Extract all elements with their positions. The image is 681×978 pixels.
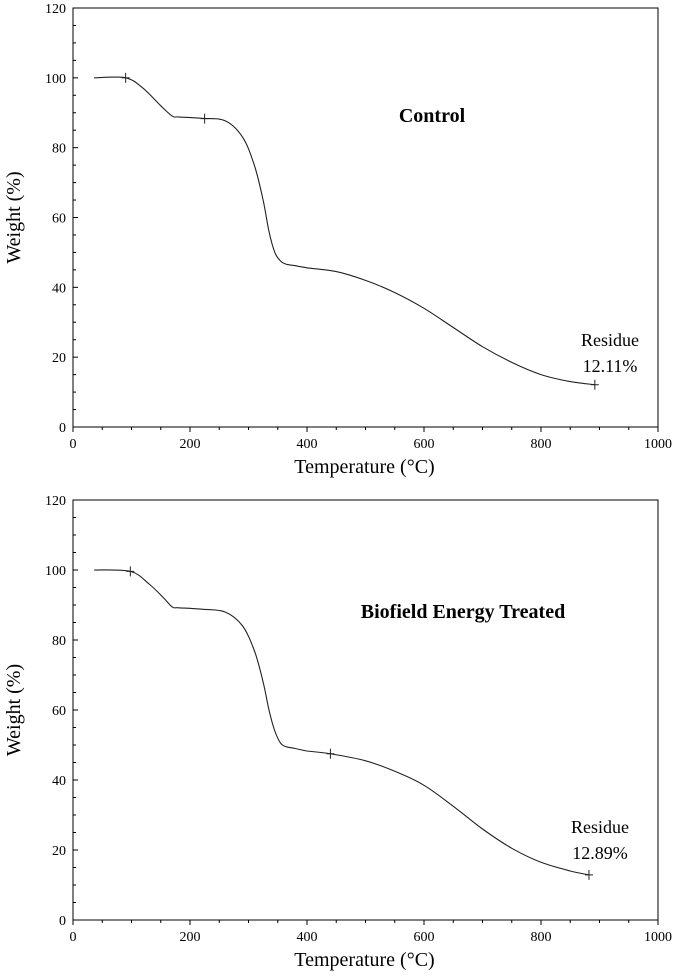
y-tick-label: 20 [52,351,66,366]
x-tick-label: 200 [180,437,201,452]
y-tick-label: 60 [52,212,66,227]
x-tick-label: 200 [180,930,201,945]
series-line [94,76,595,386]
residue-label: Residue [571,817,629,837]
x-tick-label: 0 [70,437,77,452]
y-tick-label: 120 [45,494,66,509]
x-tick-label: 600 [414,930,435,945]
x-axis-label: Temperature (°C) [294,949,434,971]
x-tick-label: 1000 [644,437,672,452]
y-tick-label: 0 [59,914,66,929]
y-tick-label: 40 [52,774,66,789]
chart-treated: 0 200 400 600 800 1000 0 20 40 60 80 100 120 Temperat… [3,494,672,971]
chart-control: 0 200 400 600 800 1000 0 20 40 60 80 100 120 Temperat… [3,2,672,478]
y-tick-label: 20 [52,844,66,859]
x-tick-label: 0 [70,930,77,945]
x-tick-label: 1000 [644,930,672,945]
residue-value: 12.89% [572,843,628,863]
y-tick-label: 80 [52,634,66,649]
x-tick-label: 800 [531,437,552,452]
y-tick-label: 60 [52,704,66,719]
y-tick-label: 0 [59,421,66,436]
residue-value: 12.11% [583,356,638,376]
plot-frame [72,7,659,428]
x-tick-label: 600 [414,437,435,452]
series-line [94,569,590,876]
y-tick-label: 80 [52,142,66,157]
y-tick-label: 100 [45,72,66,87]
y-axis-label: Weight (%) [3,171,25,263]
y-tick-label: 120 [45,2,66,17]
x-tick-label: 800 [531,930,552,945]
plot-frame [72,499,659,921]
y-axis-label: Weight (%) [3,664,25,756]
x-tick-label: 400 [297,437,318,452]
x-axis-label: Temperature (°C) [294,456,434,478]
chart-title: Biofield Energy Treated [361,601,565,623]
chart-title: Control [399,105,466,127]
y-tick-label: 40 [52,281,66,296]
x-tick-label: 400 [297,930,318,945]
residue-label: Residue [581,330,639,350]
y-tick-label: 100 [45,564,66,579]
